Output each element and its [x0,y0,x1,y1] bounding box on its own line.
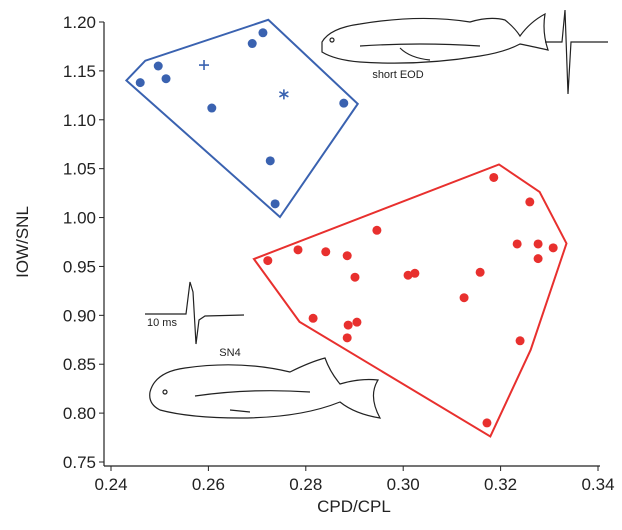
point [534,239,543,248]
point [271,199,280,208]
point [513,239,522,248]
x-tick-label: 0.30 [387,475,420,494]
point [154,62,163,71]
point [352,318,361,327]
y-tick-label: 1.15 [63,62,96,81]
point [489,173,498,182]
point [344,321,353,330]
point [321,247,330,256]
annotation: SN4 [219,347,240,359]
x-tick-label: 0.34 [581,475,614,494]
x-tick-label: 0.24 [94,475,127,494]
point [476,268,485,277]
point [162,74,171,83]
x-tick-label: 0.28 [289,475,322,494]
hull [126,20,357,217]
x-tick-label: 0.26 [192,475,225,494]
point [279,89,288,99]
point [199,60,209,70]
point [136,78,145,87]
point [263,256,272,265]
y-tick-label: 0.80 [63,404,96,423]
point [460,293,469,302]
x-axis-title: CPD/CPL [317,497,391,516]
point [372,226,381,235]
point [258,28,267,37]
point [343,251,352,260]
point [207,104,216,113]
y-tick-label: 1.05 [63,160,96,179]
point [248,39,257,48]
y-tick-label: 0.75 [63,453,96,472]
y-tick-label: 1.20 [63,13,96,32]
y-tick-label: 0.85 [63,355,96,374]
fish-top [322,10,608,94]
hull [254,164,567,436]
point [266,156,275,165]
point [525,197,534,206]
chart: IOW/SNL CPD/CPL short EOD SN4 10 ms 0.75… [0,0,622,525]
y-tick-label: 0.90 [63,306,96,325]
y-axis-title: IOW/SNL [13,206,32,278]
point [350,273,359,282]
point [534,254,543,263]
point [294,245,303,254]
point [410,269,419,278]
point [309,314,318,323]
point [343,333,352,342]
point [482,418,491,427]
y-tick-label: 1.10 [63,111,96,130]
point [516,336,525,345]
point [549,243,558,252]
y-tick-label: 1.00 [63,209,96,228]
annotation: short EOD [372,69,423,81]
y-tick-label: 0.95 [63,257,96,276]
point [339,99,348,108]
x-tick-label: 0.32 [484,475,517,494]
annotation: 10 ms [147,317,177,329]
